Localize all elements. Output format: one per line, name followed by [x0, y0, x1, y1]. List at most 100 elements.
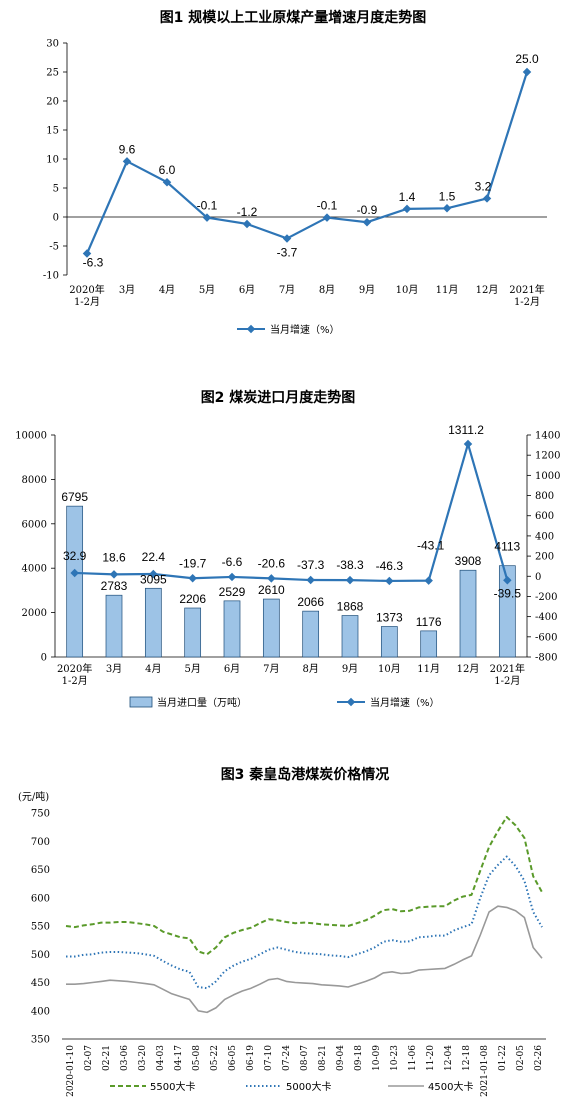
chart2-right-tick-label: 800 [535, 491, 554, 502]
chart2-bar-label: 4113 [494, 540, 520, 554]
chart2-bar [459, 569, 477, 658]
chart2-bar-label: 2783 [101, 579, 128, 593]
chart3-y-tick-label: 750 [31, 809, 50, 820]
chart1-x-tick-label: 5月 [199, 284, 215, 296]
chart2-growth-point [227, 572, 237, 582]
chart3-legend: 5500大卡 5000大卡 4500大卡 [110, 1080, 473, 1093]
chart2-left-tick-label: 8000 [22, 475, 47, 486]
chart1-point [202, 213, 212, 222]
chart2-right-tick-label: -600 [535, 632, 557, 643]
chart2-bar-label: 3908 [455, 554, 482, 568]
chart2-title: 图2 煤炭进口月度走势图 [201, 389, 356, 406]
chart2-left-tick-label: 10000 [15, 431, 47, 442]
chart3-series-line [65, 816, 543, 956]
chart3-y-tick-label: 700 [31, 837, 50, 848]
chart3-x-tick-label: 05-08 [192, 1045, 202, 1071]
chart1-data-label: -6.3 [83, 256, 104, 270]
chart2-growth-point [306, 575, 315, 585]
chart1-point [282, 234, 292, 243]
chart3-y-unit: (元/吨) [18, 790, 49, 803]
chart2-x-tick-label: 10月 [378, 663, 401, 675]
chart1-point [322, 213, 332, 222]
chart2-left-tick-label: 0 [41, 653, 47, 664]
chart2-x-tick-label: 4月 [145, 663, 161, 675]
chart3-legend-5000-label: 5000大卡 [286, 1080, 331, 1093]
chart1-point [362, 217, 372, 227]
chart2-growth-label: -20.6 [258, 556, 286, 570]
chart1-data-label: 6.0 [159, 163, 176, 177]
chart3-x-tick-label: 08-07 [300, 1045, 310, 1071]
chart2-bar-label: 2206 [179, 592, 206, 606]
chart2-bar [262, 598, 280, 658]
chart2-x-tick-label: 11月 [417, 663, 440, 675]
chart2-growth-label: -37.3 [297, 558, 325, 572]
chart3-x-tick-label: 11-06 [408, 1045, 418, 1071]
chart3-y-tick-label: 450 [31, 978, 50, 989]
chart3-legend-4500-label: 4500大卡 [428, 1080, 473, 1093]
chart2-growth-label: -19.7 [179, 556, 207, 570]
chart2-growth-label: -39.5 [494, 586, 522, 600]
chart1-y-tick-label: 15 [46, 126, 59, 137]
chart1-point [482, 194, 492, 203]
chart2-bar-label: 3095 [140, 572, 167, 586]
chart1-y-tick-label: 5 [53, 184, 59, 195]
chart1-data-label: 3.2 [475, 179, 492, 193]
chart2-bar-label: 2529 [219, 585, 246, 599]
chart3-x-tick-label: 07-10 [264, 1045, 274, 1071]
chart1-data-label: -0.1 [317, 199, 338, 213]
chart1-point [402, 204, 412, 214]
chart1-data-label: -3.7 [277, 245, 298, 259]
chart2-growth-label: -46.3 [376, 559, 404, 573]
chart2-bar [144, 587, 162, 658]
chart1-point [122, 157, 132, 166]
chart3-series-line [66, 855, 543, 990]
chart3-x-tick-label: 12-04 [444, 1045, 454, 1071]
chart1-x-tick-label: 7月 [279, 284, 295, 296]
chart2-growth-label: 22.4 [142, 550, 166, 564]
chart1-y-tick-label: -5 [49, 242, 59, 253]
chart2-bar-label: 2066 [297, 595, 324, 609]
chart2-growth-point [109, 570, 119, 579]
chart2-x-tick-label: 2021年 1-2月 [490, 662, 525, 687]
chart1-title: 图1 规模以上工业原煤产量增速月度走势图 [160, 9, 427, 26]
chart1-data-label: 9.6 [119, 142, 136, 156]
chart2-right-tick-label: -400 [535, 612, 557, 623]
chart3-x-tick-label: 07-24 [282, 1045, 292, 1071]
chart2-growth-line [74, 439, 509, 583]
chart2-x-tick-label: 12月 [457, 663, 480, 675]
chart2-right-tick-label: 600 [535, 511, 554, 522]
chart2-left-tick-label: 6000 [22, 519, 47, 530]
chart2-left-tick-label: 4000 [22, 564, 47, 575]
chart3-x-tick-label: 03-20 [138, 1045, 148, 1071]
chart1-x-tick-label: 11月 [436, 284, 459, 296]
chart1-x-tick-label: 4月 [159, 284, 175, 296]
chart3-x-tick-label: 09-04 [336, 1045, 346, 1071]
chart2-growth-label: -38.3 [336, 558, 364, 572]
chart3-x-tick-label: 02-26 [534, 1045, 544, 1071]
chart2-x-tick-label: 9月 [342, 663, 358, 675]
chart2-growth-label: 18.6 [102, 550, 126, 564]
chart1-data-label: 25.0 [515, 52, 539, 66]
chart1-y-tick-label: -10 [43, 271, 59, 282]
chart2-growth-label: -43.1 [417, 539, 445, 553]
chart2-bar [380, 626, 398, 658]
chart1-point [442, 204, 452, 213]
chart2-bar-label: 1373 [376, 611, 403, 625]
chart1-y-tick-label: 10 [46, 155, 59, 166]
chart2-growth-point [424, 576, 433, 585]
chart3-x-tick-label: 06-19 [246, 1045, 256, 1071]
chart2-legend: 当月进口量（万吨） 当月增速（%） [129, 696, 440, 709]
chart2-left-tick-label: 2000 [22, 608, 47, 619]
chart2-bar [105, 594, 123, 658]
chart1-point [162, 177, 172, 187]
chart3-x-tick-label: 12-18 [462, 1045, 472, 1071]
chart3-x-tick-label: 04-03 [156, 1045, 166, 1071]
chart3-x-tick-label: 10-23 [390, 1045, 400, 1071]
chart1-data-label: -0.9 [357, 203, 378, 217]
chart2-bar [66, 505, 84, 658]
chart3-legend-5500-label: 5500大卡 [150, 1080, 195, 1093]
chart2-x-tick-label: 5月 [184, 663, 200, 675]
chart2-bar-label: 1868 [337, 600, 364, 614]
chart3-x-tick-label: 04-17 [174, 1045, 184, 1071]
